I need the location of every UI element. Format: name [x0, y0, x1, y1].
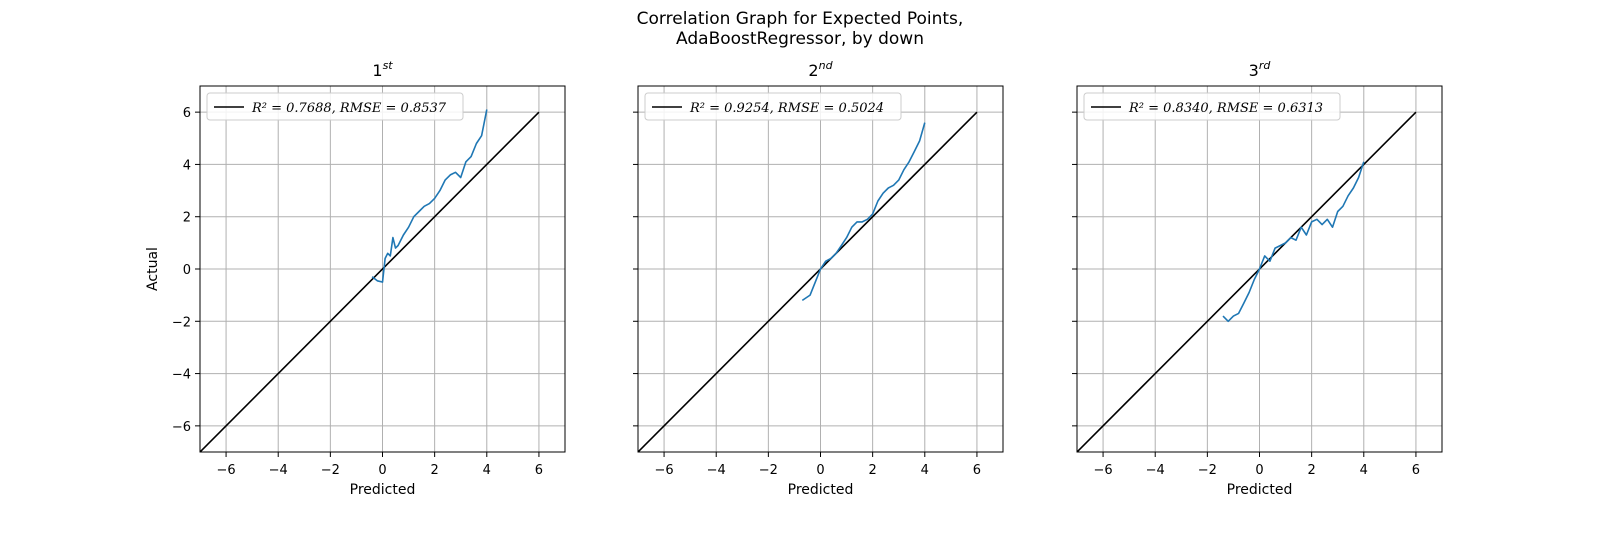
legend-box	[206, 92, 464, 121]
x-tick-label: 4	[1360, 463, 1368, 478]
panel-title-number: 1	[372, 61, 382, 80]
panel-title: 3rd	[1249, 59, 1272, 80]
legend-label: R² = 0.8340, RMSE = 0.6313	[1128, 101, 1323, 116]
y-tick-label: 0	[183, 263, 191, 278]
x-tick-label: 6	[973, 463, 981, 478]
panel-title: 2nd	[808, 59, 833, 80]
panels: −6 −4 −2 0 2 4 6 −6 −4 −2 0 2 4 6 Predicted Actual 1st R²…	[145, 59, 1443, 498]
legend: R² = 0.9254, RMSE = 0.5024	[644, 92, 902, 121]
x-tick-label: 2	[1308, 463, 1316, 478]
legend-box	[1083, 92, 1341, 121]
series-line-1	[1222, 161, 1365, 323]
x-tick-label: 0	[816, 463, 824, 478]
panel-3: −6 −4 −2 0 2 4 6 Predicted 3rd R² = 0.8340, RMSE …	[1072, 59, 1443, 498]
panel-title-number: 3	[1249, 61, 1259, 80]
panel-title-superscript: rd	[1259, 59, 1272, 72]
x-tick-label: −4	[707, 463, 726, 478]
x-tick-label: 4	[921, 463, 929, 478]
x-axis-label: Predicted	[788, 482, 854, 498]
y-tick-label: 4	[183, 158, 191, 173]
series-line-1	[371, 109, 488, 283]
x-tick-label: 2	[869, 463, 877, 478]
x-tick-label: −6	[216, 463, 235, 478]
x-tick-label: −6	[654, 463, 673, 478]
panel-title-superscript: st	[383, 59, 394, 72]
x-tick-label: −6	[1093, 463, 1112, 478]
x-tick-label: −2	[1198, 463, 1217, 478]
legend-box	[644, 92, 902, 121]
legend-label: R² = 0.7688, RMSE = 0.8537	[251, 101, 447, 116]
series-line-1	[801, 122, 926, 302]
x-tick-label: 4	[483, 463, 491, 478]
x-tick-label: −2	[759, 463, 778, 478]
x-tick-label: −4	[1146, 463, 1165, 478]
y-tick-label: 2	[183, 211, 191, 226]
identity-line	[200, 111, 540, 452]
x-tick-label: 0	[378, 463, 386, 478]
panel-title: 1st	[372, 59, 393, 80]
y-axis-label: Actual	[145, 247, 161, 291]
x-axis-label: Predicted	[350, 482, 416, 498]
legend: R² = 0.7688, RMSE = 0.8537	[206, 92, 464, 121]
y-tick-label: 6	[183, 106, 191, 121]
figure-title-line-2: AdaBoostRegressor, by down	[676, 29, 924, 49]
x-tick-label: 2	[431, 463, 439, 478]
panel-title-superscript: nd	[819, 59, 834, 72]
x-tick-label: 6	[535, 463, 543, 478]
panel-1: −6 −4 −2 0 2 4 6 −6 −4 −2 0 2 4 6 Predicted Actual 1st R²…	[145, 59, 566, 498]
y-tick-label: −4	[172, 368, 191, 383]
x-tick-label: 0	[1255, 463, 1263, 478]
x-tick-label: −2	[321, 463, 340, 478]
legend: R² = 0.8340, RMSE = 0.6313	[1083, 92, 1341, 121]
y-tick-label: −6	[172, 420, 191, 435]
figure-title-line-1: Correlation Graph for Expected Points,	[637, 9, 964, 29]
x-axis-label: Predicted	[1227, 482, 1293, 498]
x-tick-label: −4	[269, 463, 288, 478]
x-tick-label: 6	[1412, 463, 1420, 478]
identity-line	[1077, 111, 1417, 452]
y-tick-label: −2	[172, 315, 191, 330]
legend-label: R² = 0.9254, RMSE = 0.5024	[689, 101, 884, 116]
identity-line	[638, 111, 978, 452]
panel-title-number: 2	[808, 61, 818, 80]
